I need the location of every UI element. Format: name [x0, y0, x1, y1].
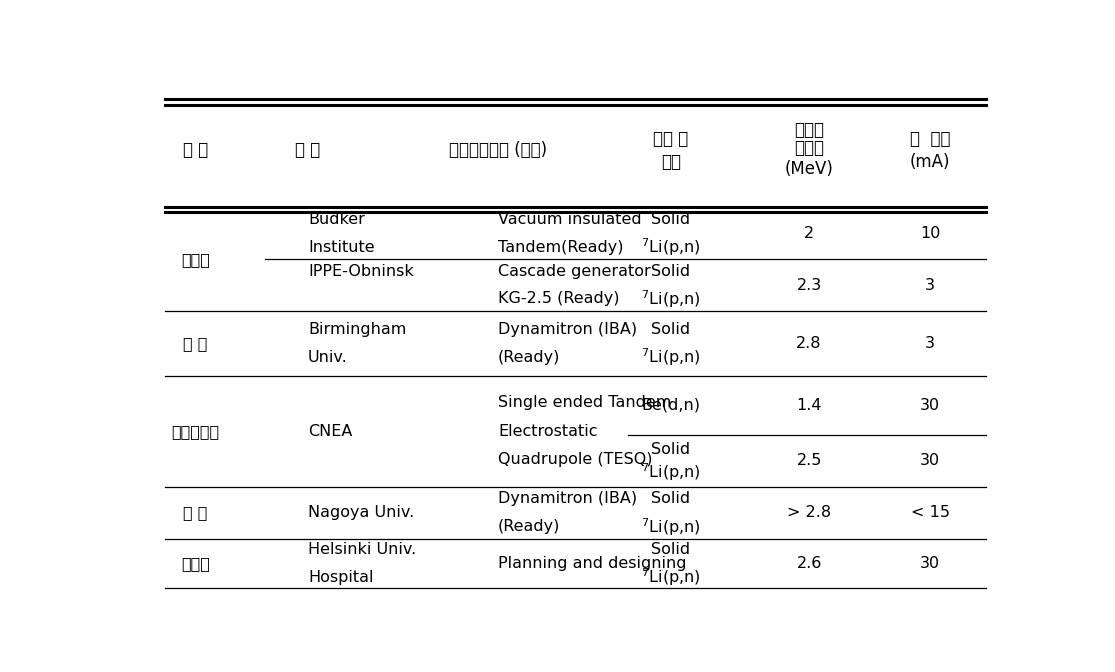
Text: IPPE-Obninsk: IPPE-Obninsk — [308, 263, 414, 279]
Text: 2.3: 2.3 — [796, 278, 822, 292]
Text: 표적 및: 표적 및 — [653, 130, 688, 148]
Text: Be(d,n): Be(d,n) — [641, 398, 700, 413]
Text: Solid: Solid — [651, 542, 690, 556]
Text: 반응: 반응 — [661, 153, 681, 171]
Text: 영 국: 영 국 — [183, 336, 207, 351]
Text: Birmingham: Birmingham — [308, 322, 406, 337]
Text: $^7$Li(p,n): $^7$Li(p,n) — [641, 237, 700, 258]
Text: Solid: Solid — [651, 212, 690, 227]
Text: $^7$Li(p,n): $^7$Li(p,n) — [641, 516, 700, 538]
Text: Quadrupole (TESQ): Quadrupole (TESQ) — [498, 452, 652, 467]
Text: Solid: Solid — [651, 263, 690, 279]
Text: Hospital: Hospital — [308, 570, 374, 585]
Text: 핀란드: 핀란드 — [181, 556, 210, 571]
Text: 빔  전류: 빔 전류 — [910, 130, 950, 148]
Text: 2: 2 — [804, 226, 814, 241]
Text: 국 가: 국 가 — [183, 142, 209, 159]
Text: 에너지: 에너지 — [794, 139, 824, 157]
Text: Institute: Institute — [308, 240, 375, 255]
Text: 2.6: 2.6 — [796, 556, 822, 571]
Text: > 2.8: > 2.8 — [787, 505, 831, 520]
Text: 양성자가속기 (상태): 양성자가속기 (상태) — [449, 142, 547, 159]
Text: 기 관: 기 관 — [295, 142, 320, 159]
Text: $^7$Li(p,n): $^7$Li(p,n) — [641, 461, 700, 483]
Text: Cascade generator: Cascade generator — [498, 263, 651, 279]
Text: 2.5: 2.5 — [796, 454, 822, 468]
Text: Univ.: Univ. — [308, 349, 348, 365]
Text: 3: 3 — [925, 336, 935, 351]
Text: 30: 30 — [920, 454, 940, 468]
Text: < 15: < 15 — [911, 505, 950, 520]
Text: Single ended Tandem: Single ended Tandem — [498, 395, 671, 410]
Text: 30: 30 — [920, 398, 940, 413]
Text: KG-2.5 (Ready): KG-2.5 (Ready) — [498, 292, 620, 306]
Text: Budker: Budker — [308, 212, 365, 227]
Text: $^7$Li(p,n): $^7$Li(p,n) — [641, 288, 700, 310]
Text: Solid: Solid — [651, 491, 690, 506]
Text: CNEA: CNEA — [308, 424, 352, 439]
Text: 일 본: 일 본 — [183, 505, 207, 520]
Text: (MeV): (MeV) — [785, 160, 834, 177]
Text: $^7$Li(p,n): $^7$Li(p,n) — [641, 566, 700, 588]
Text: 양성자: 양성자 — [794, 121, 824, 139]
Text: Vacuum insulated: Vacuum insulated — [498, 212, 641, 227]
Text: $^7$Li(p,n): $^7$Li(p,n) — [641, 346, 700, 368]
Text: (Ready): (Ready) — [498, 349, 561, 365]
Text: (Ready): (Ready) — [498, 519, 561, 534]
Text: 러시아: 러시아 — [181, 251, 210, 267]
Text: 1.4: 1.4 — [796, 398, 822, 413]
Text: 10: 10 — [920, 226, 940, 241]
Text: 30: 30 — [920, 556, 940, 571]
Text: 아르헨티나: 아르헨티나 — [172, 424, 220, 439]
Text: (mA): (mA) — [910, 153, 950, 171]
Text: Solid: Solid — [651, 442, 690, 457]
Text: Planning and designing: Planning and designing — [498, 556, 687, 571]
Text: 3: 3 — [925, 278, 935, 292]
Text: Nagoya Univ.: Nagoya Univ. — [308, 505, 414, 520]
Text: 2.8: 2.8 — [796, 336, 822, 351]
Text: Solid: Solid — [651, 322, 690, 337]
Text: Tandem(Ready): Tandem(Ready) — [498, 240, 623, 255]
Text: Dynamitron (IBA): Dynamitron (IBA) — [498, 491, 637, 506]
Text: Helsinki Univ.: Helsinki Univ. — [308, 542, 416, 556]
Text: Electrostatic: Electrostatic — [498, 424, 598, 439]
Text: Dynamitron (IBA): Dynamitron (IBA) — [498, 322, 637, 337]
